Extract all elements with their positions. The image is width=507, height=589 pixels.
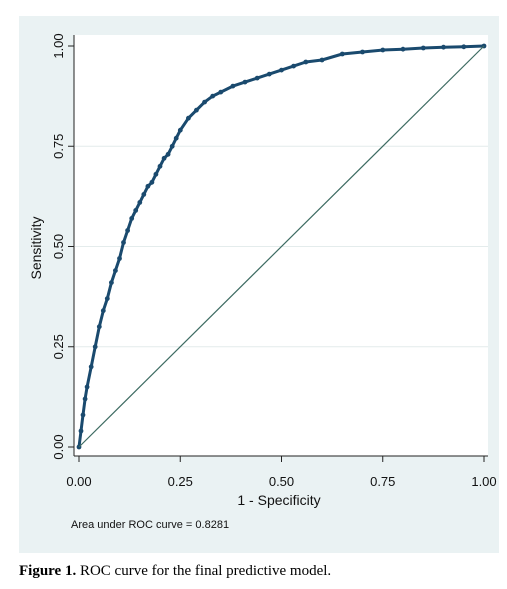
roc-point bbox=[360, 49, 365, 55]
roc-point bbox=[210, 93, 216, 99]
roc-point bbox=[461, 44, 467, 50]
roc-point bbox=[133, 208, 139, 213]
y-axis-title: Sensitivity bbox=[28, 216, 44, 279]
roc-point bbox=[400, 46, 406, 52]
roc-point bbox=[157, 163, 163, 169]
roc-point bbox=[169, 143, 175, 149]
roc-point bbox=[137, 200, 143, 205]
roc-point bbox=[78, 428, 84, 434]
roc-chart: 0.00 0.25 0.50 0.75 1.00 0.00 0.25 0.50 0.75 1.00… bbox=[28, 33, 497, 531]
y-tick-label: 0.00 bbox=[51, 434, 66, 459]
roc-point bbox=[242, 79, 248, 85]
roc-point bbox=[291, 63, 296, 69]
roc-point bbox=[121, 240, 126, 245]
roc-point bbox=[149, 179, 155, 185]
x-tick-label: 1.00 bbox=[471, 474, 496, 489]
caption-label: Figure 1. bbox=[19, 563, 77, 579]
roc-point bbox=[141, 192, 147, 197]
roc-point bbox=[202, 99, 208, 105]
reference-diagonal-line bbox=[78, 45, 485, 448]
roc-point bbox=[109, 280, 114, 285]
roc-point bbox=[113, 268, 118, 273]
y-tick-label: 0.75 bbox=[51, 134, 66, 159]
x-axis-title: 1 - Specificity bbox=[237, 492, 320, 508]
roc-point bbox=[441, 44, 446, 50]
roc-point bbox=[88, 364, 94, 370]
roc-point bbox=[153, 171, 159, 177]
roc-point bbox=[82, 396, 88, 402]
figure-caption: Figure 1. ROC curve for the final predic… bbox=[19, 563, 499, 580]
roc-point bbox=[254, 75, 260, 81]
x-tick-label: 0.25 bbox=[168, 474, 193, 489]
roc-point bbox=[129, 216, 135, 221]
roc-point bbox=[230, 83, 236, 89]
x-tick-label: 0.50 bbox=[269, 474, 294, 489]
roc-point bbox=[173, 135, 179, 141]
roc-point bbox=[194, 107, 199, 113]
roc-point bbox=[84, 384, 90, 390]
roc-point bbox=[186, 115, 191, 121]
roc-point bbox=[96, 324, 102, 330]
roc-point bbox=[165, 151, 171, 157]
roc-point bbox=[218, 89, 224, 95]
caption-text: ROC curve for the final predictive model… bbox=[76, 563, 332, 579]
roc-point bbox=[266, 71, 272, 77]
x-tick-label: 0.75 bbox=[370, 474, 395, 489]
roc-point bbox=[177, 127, 183, 133]
roc-point bbox=[420, 45, 426, 51]
roc-point bbox=[319, 57, 325, 63]
y-tick-label: 0.25 bbox=[51, 334, 66, 359]
roc-point bbox=[117, 256, 122, 261]
roc-point bbox=[104, 296, 110, 301]
roc-point bbox=[279, 67, 284, 73]
y-tick-label: 1.00 bbox=[51, 33, 66, 58]
roc-point bbox=[80, 412, 86, 418]
roc-point bbox=[380, 47, 386, 53]
roc-point bbox=[145, 183, 151, 189]
figure-panel: 0.00 0.25 0.50 0.75 1.00 0.00 0.25 0.50 0.75 1.00… bbox=[19, 16, 499, 553]
roc-point bbox=[339, 51, 345, 57]
x-tick-label: 0.00 bbox=[66, 474, 91, 489]
auc-annotation: Area under ROC curve = 0.8281 bbox=[71, 519, 229, 531]
roc-point bbox=[303, 59, 309, 65]
plot-area bbox=[74, 35, 488, 456]
y-tick-label: 0.50 bbox=[51, 234, 66, 259]
roc-point bbox=[100, 308, 106, 314]
roc-point bbox=[92, 344, 98, 350]
roc-point bbox=[125, 228, 130, 233]
roc-point bbox=[161, 155, 167, 161]
